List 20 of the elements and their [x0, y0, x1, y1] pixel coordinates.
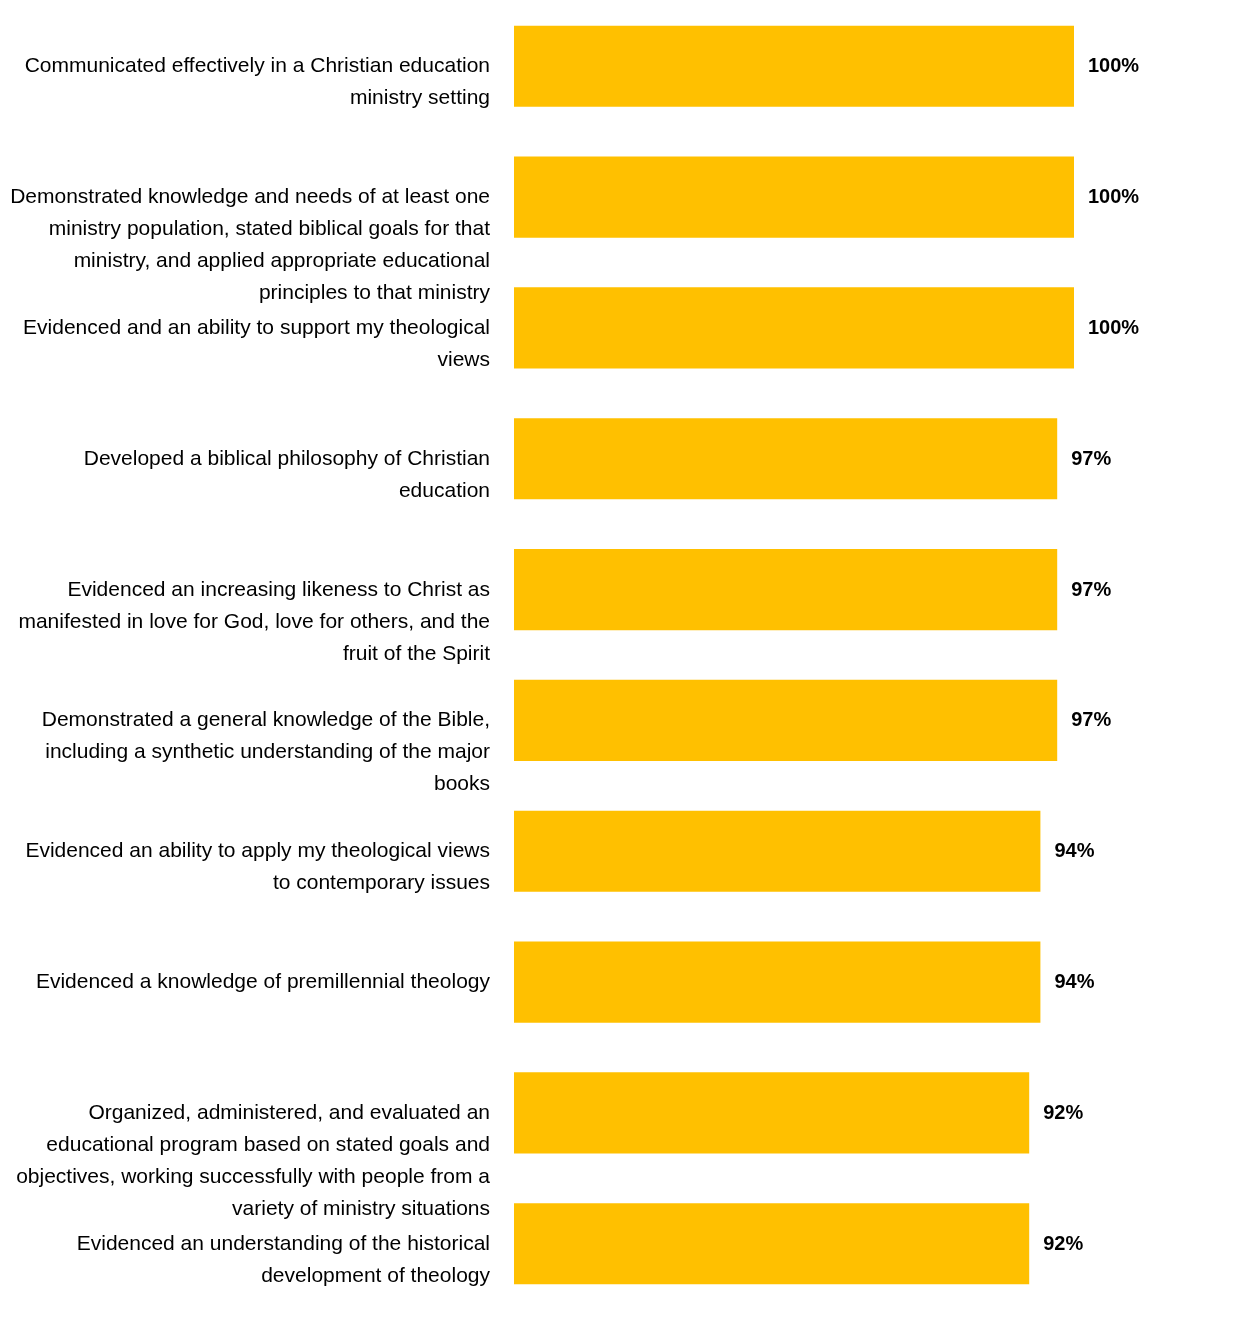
y-tick-label: Evidenced a knowledge of premillennial theology — [35, 969, 491, 993]
y-tick-label: Developed a biblical philosophy of Christian education — [83, 445, 490, 501]
y-tick-label: Evidenced an ability to apply my theological views to contemporary issues — [25, 838, 490, 894]
data-label: 97% — [1071, 446, 1112, 469]
data-label: 100% — [1088, 185, 1140, 208]
y-tick-label: Evidenced an understanding of the historical development of theology — [76, 1230, 491, 1286]
data-label: 100% — [1088, 315, 1140, 338]
y-tick-label: Demonstrated knowledge and needs of at least one ministry population, stated biblical goals for that ministry, and applied appropriate educational principles to that ministry — [10, 184, 491, 304]
data-label: 94% — [1054, 970, 1095, 993]
y-tick-label: Evidenced an increasing likeness to Christ as manifested in love for God, love for others, and the fruit of the Spirit — [18, 576, 491, 664]
data-label: 100% — [1088, 54, 1140, 77]
data-label: 97% — [1071, 577, 1112, 600]
data-label: 97% — [1071, 708, 1112, 731]
y-tick-label: Demonstrated a general knowledge of the Bible, including a synthetic understanding of the major books — [41, 707, 490, 795]
y-tick-label: Evidenced and an ability to support my theological views — [23, 314, 490, 370]
data-label: 94% — [1054, 839, 1095, 862]
y-tick-label: Organized, administered, and evaluated an educational program based on stated goals and objectives, working successfully with people from a variety of ministry situations — [16, 1099, 491, 1219]
y-tick-label: Communicated effectively in a Christian education ministry setting — [24, 53, 490, 109]
data-label: 92% — [1043, 1231, 1084, 1254]
data-label: 92% — [1043, 1100, 1084, 1123]
